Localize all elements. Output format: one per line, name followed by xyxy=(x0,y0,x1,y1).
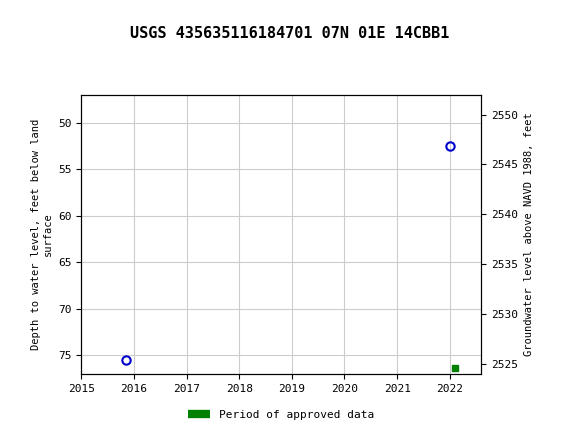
Legend: Period of approved data: Period of approved data xyxy=(184,405,379,424)
Text: USGS 435635116184701 07N 01E 14CBB1: USGS 435635116184701 07N 01E 14CBB1 xyxy=(130,26,450,41)
Y-axis label: Groundwater level above NAVD 1988, feet: Groundwater level above NAVD 1988, feet xyxy=(524,113,534,356)
Text: ≈USGS: ≈USGS xyxy=(6,10,60,28)
Y-axis label: Depth to water level, feet below land
surface: Depth to water level, feet below land su… xyxy=(31,119,52,350)
